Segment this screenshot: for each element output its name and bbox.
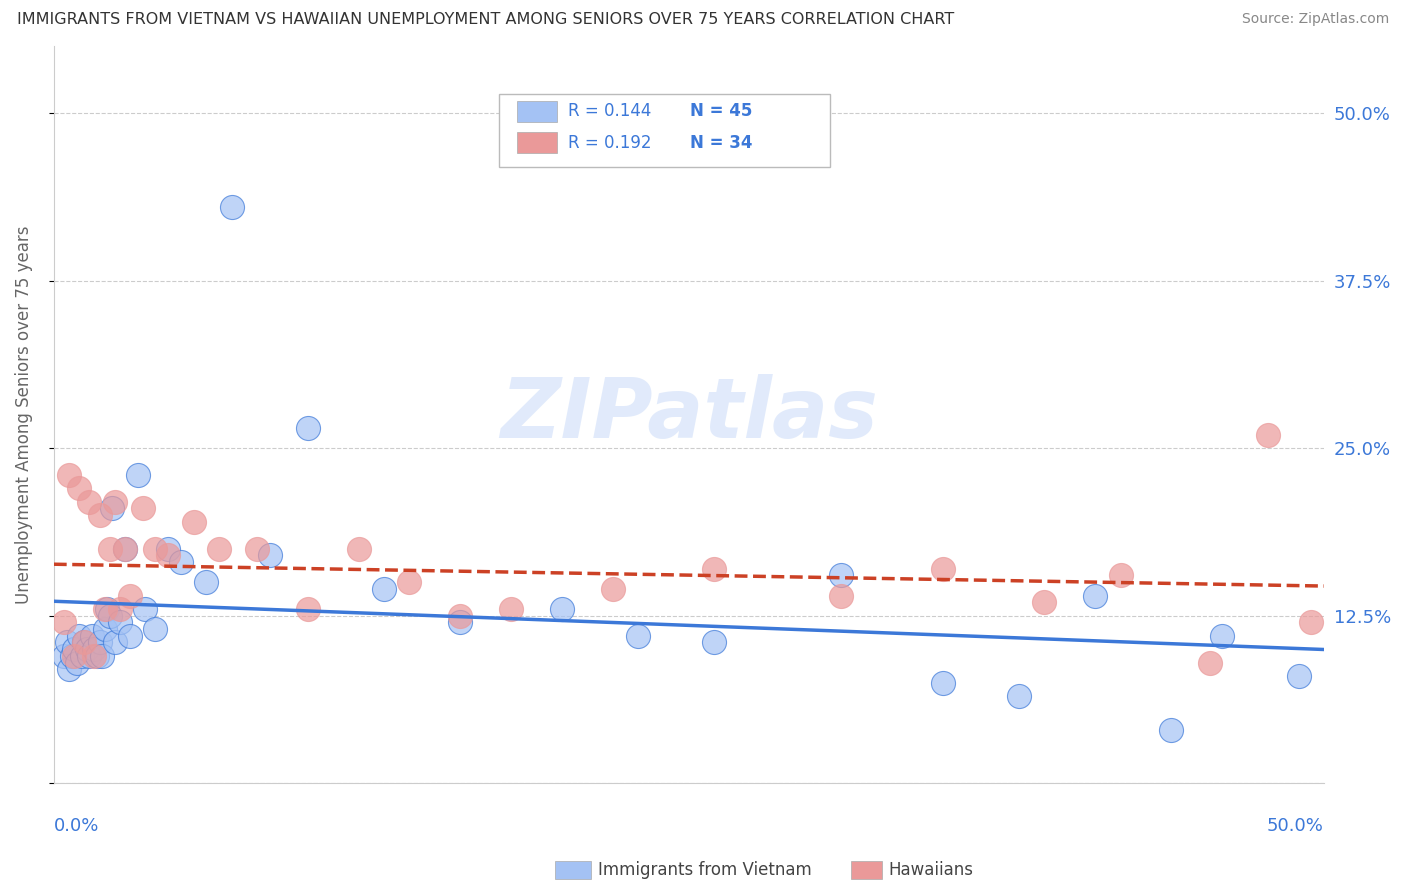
Point	[1211, 629, 1233, 643]
Point	[93, 622, 115, 636]
Point	[118, 629, 141, 643]
Point	[157, 549, 180, 563]
Text: 0.0%: 0.0%	[53, 817, 100, 835]
Point	[108, 615, 131, 630]
Point	[1288, 669, 1310, 683]
Point	[221, 200, 243, 214]
Point	[246, 541, 269, 556]
Point	[1198, 656, 1220, 670]
Point	[67, 629, 90, 643]
Point	[101, 501, 124, 516]
Point	[53, 648, 76, 663]
Point	[157, 541, 180, 556]
Point	[63, 642, 86, 657]
Text: IMMIGRANTS FROM VIETNAM VS HAWAIIAN UNEMPLOYMENT AMONG SENIORS OVER 75 YEARS COR: IMMIGRANTS FROM VIETNAM VS HAWAIIAN UNEM…	[17, 12, 955, 27]
Point	[1008, 689, 1031, 703]
Point	[373, 582, 395, 596]
Point	[118, 589, 141, 603]
Text: Immigrants from Vietnam: Immigrants from Vietnam	[598, 861, 811, 879]
Point	[73, 635, 96, 649]
Point	[89, 635, 111, 649]
Point	[70, 648, 93, 663]
Point	[55, 635, 77, 649]
Point	[449, 615, 471, 630]
Point	[932, 562, 955, 576]
Point	[91, 648, 114, 663]
Point	[1084, 589, 1107, 603]
Point	[932, 675, 955, 690]
Point	[66, 656, 89, 670]
Point	[703, 635, 725, 649]
Point	[104, 635, 127, 649]
Point	[830, 589, 852, 603]
Point	[127, 468, 149, 483]
Point	[134, 602, 156, 616]
Point	[73, 635, 96, 649]
Point	[1301, 615, 1323, 630]
Point	[1109, 568, 1132, 582]
Point	[80, 629, 103, 643]
Point	[83, 648, 105, 663]
Point	[89, 508, 111, 523]
Point	[58, 662, 80, 676]
Text: Source: ZipAtlas.com: Source: ZipAtlas.com	[1241, 12, 1389, 26]
Point	[58, 468, 80, 483]
Point	[259, 549, 281, 563]
Point	[86, 648, 108, 663]
Point	[53, 615, 76, 630]
Point	[60, 648, 83, 663]
Point	[602, 582, 624, 596]
Point	[63, 648, 86, 663]
Point	[145, 541, 167, 556]
Point	[297, 421, 319, 435]
Point	[98, 608, 121, 623]
Point	[449, 608, 471, 623]
Point	[76, 642, 98, 657]
Text: Hawaiians: Hawaiians	[889, 861, 973, 879]
Text: N = 34: N = 34	[690, 134, 752, 152]
Point	[108, 602, 131, 616]
Point	[627, 629, 650, 643]
Point	[145, 622, 167, 636]
Point	[114, 541, 136, 556]
Point	[297, 602, 319, 616]
Point	[1160, 723, 1182, 737]
Point	[104, 495, 127, 509]
Text: 50.0%: 50.0%	[1267, 817, 1324, 835]
Point	[208, 541, 231, 556]
Point	[830, 568, 852, 582]
Point	[183, 515, 205, 529]
Point	[96, 602, 118, 616]
Point	[79, 648, 101, 663]
Point	[195, 575, 218, 590]
Point	[1033, 595, 1056, 609]
Point	[398, 575, 420, 590]
Text: R = 0.144: R = 0.144	[568, 103, 651, 120]
Point	[132, 501, 155, 516]
Point	[79, 495, 101, 509]
Point	[93, 602, 115, 616]
Point	[347, 541, 370, 556]
Y-axis label: Unemployment Among Seniors over 75 years: Unemployment Among Seniors over 75 years	[15, 226, 32, 604]
Point	[83, 642, 105, 657]
Text: R = 0.192: R = 0.192	[568, 134, 651, 152]
Point	[1257, 427, 1279, 442]
Point	[98, 541, 121, 556]
Point	[499, 602, 522, 616]
Point	[170, 555, 193, 569]
Point	[114, 541, 136, 556]
Point	[551, 602, 574, 616]
Point	[67, 482, 90, 496]
Text: N = 45: N = 45	[690, 103, 752, 120]
Text: ZIPatlas: ZIPatlas	[501, 375, 877, 455]
Point	[703, 562, 725, 576]
